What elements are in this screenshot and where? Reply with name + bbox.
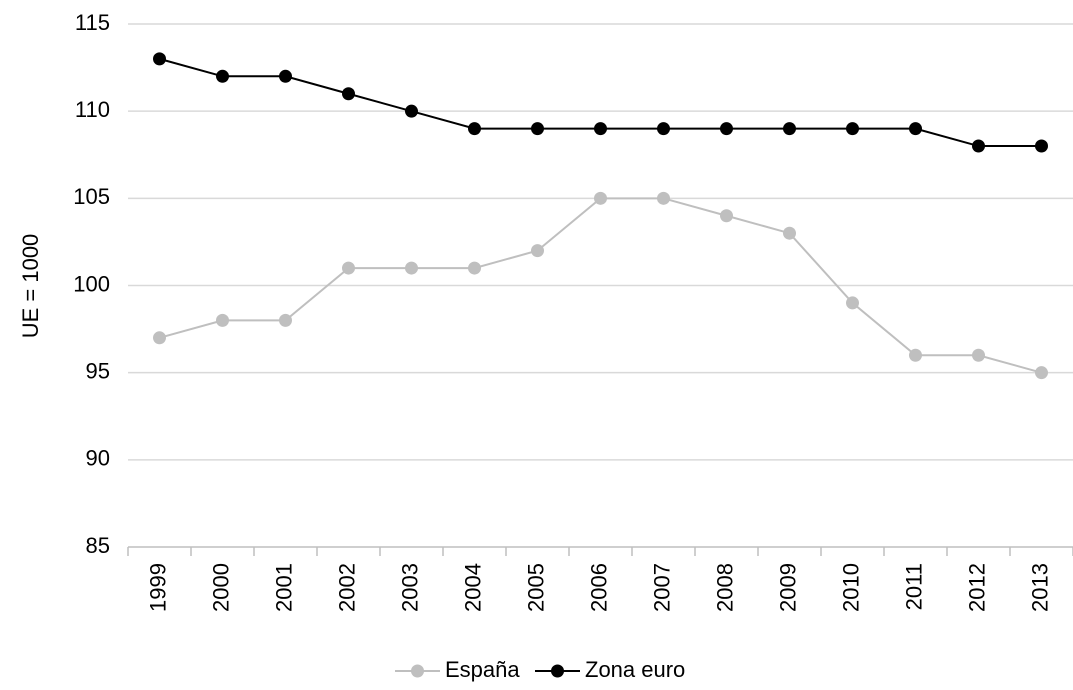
data-point — [279, 313, 292, 327]
x-tick-label: 2005 — [523, 563, 548, 612]
legend-label: Zona euro — [585, 657, 685, 682]
data-point — [657, 191, 670, 205]
legend-marker — [411, 664, 424, 678]
y-tick-label: 90 — [86, 446, 110, 471]
data-point — [1035, 366, 1048, 380]
x-tick-label: 2003 — [397, 563, 422, 612]
x-tick-label: 2002 — [334, 563, 359, 612]
data-point — [531, 122, 544, 136]
legend-marker — [551, 664, 564, 678]
data-point — [972, 348, 985, 362]
data-point — [846, 296, 859, 310]
y-tick-label: 110 — [75, 97, 110, 122]
y-tick-label: 100 — [73, 271, 110, 296]
data-point — [468, 122, 481, 136]
data-point — [720, 209, 733, 223]
y-tick-label: 115 — [75, 10, 110, 35]
x-tick-label: 2013 — [1027, 563, 1052, 612]
x-tick-label: 2012 — [964, 563, 989, 612]
data-point — [1035, 139, 1048, 153]
data-point — [468, 261, 481, 275]
x-tick-label: 2001 — [271, 563, 296, 612]
x-tick-label: 2004 — [460, 563, 485, 612]
data-point — [720, 122, 733, 136]
x-tick-label: 2011 — [901, 563, 926, 610]
data-point — [405, 261, 418, 275]
data-point — [594, 122, 607, 136]
data-point — [153, 52, 166, 66]
data-point — [216, 313, 229, 327]
data-point — [594, 191, 607, 205]
legend-label: España — [445, 657, 520, 682]
y-axis-label: UE = 1000 — [18, 234, 43, 339]
data-point — [783, 122, 796, 136]
data-point — [153, 331, 166, 345]
data-point — [405, 104, 418, 118]
x-tick-label: 2010 — [838, 563, 863, 612]
data-point — [657, 122, 670, 136]
data-point — [342, 261, 355, 275]
y-tick-label: 105 — [73, 184, 110, 209]
data-point — [783, 226, 796, 240]
x-tick-label: 2009 — [775, 563, 800, 612]
y-tick-label: 85 — [86, 533, 110, 558]
data-point — [846, 122, 859, 136]
data-point — [216, 69, 229, 83]
x-tick-label: 1999 — [145, 563, 170, 612]
x-tick-label: 2000 — [208, 563, 233, 612]
x-tick-label: 2008 — [712, 563, 737, 612]
data-point — [342, 87, 355, 101]
data-point — [531, 244, 544, 258]
data-point — [909, 348, 922, 362]
x-tick-label: 2007 — [649, 563, 674, 612]
data-point — [909, 122, 922, 136]
data-point — [972, 139, 985, 153]
data-point — [279, 69, 292, 83]
y-tick-label: 95 — [86, 358, 110, 383]
x-tick-label: 2006 — [586, 563, 611, 612]
